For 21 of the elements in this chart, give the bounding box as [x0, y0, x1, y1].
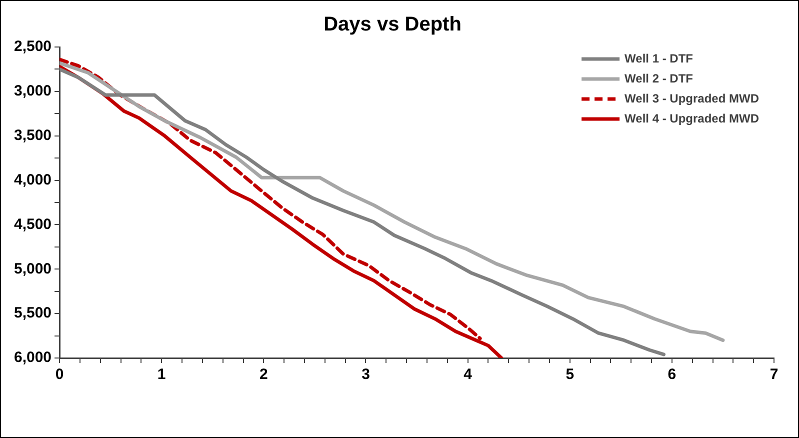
x-tick-label: 0: [55, 366, 64, 384]
x-tick-label: 7: [770, 366, 778, 384]
x-tick-label: 4: [464, 366, 473, 384]
chart-title: Days vs Depth: [324, 14, 462, 36]
y-tick-label: 6,000: [14, 349, 52, 366]
y-tick-label: 4,500: [14, 216, 52, 233]
y-tick-label: 3,000: [14, 82, 52, 100]
legend-label: Well 4 - Upgraded MWD: [624, 111, 760, 126]
x-tick-label: 3: [362, 366, 370, 384]
y-tick-label: 5,000: [14, 260, 52, 278]
y-tick-label: 5,500: [14, 304, 52, 322]
legend-label: Well 1 - DTF: [624, 51, 694, 66]
x-tick-label: 6: [668, 366, 676, 384]
y-tick-label: 2,500: [14, 38, 52, 56]
x-tick-label: 1: [157, 366, 166, 384]
y-tick-label: 3,500: [14, 127, 52, 144]
y-tick-label: 4,000: [14, 171, 52, 188]
x-tick-label: 2: [259, 366, 268, 384]
legend-label: Well 2 - DTF: [624, 71, 694, 86]
legend-label: Well 3 - Upgraded MWD: [624, 91, 760, 106]
x-tick-label: 5: [566, 366, 574, 384]
